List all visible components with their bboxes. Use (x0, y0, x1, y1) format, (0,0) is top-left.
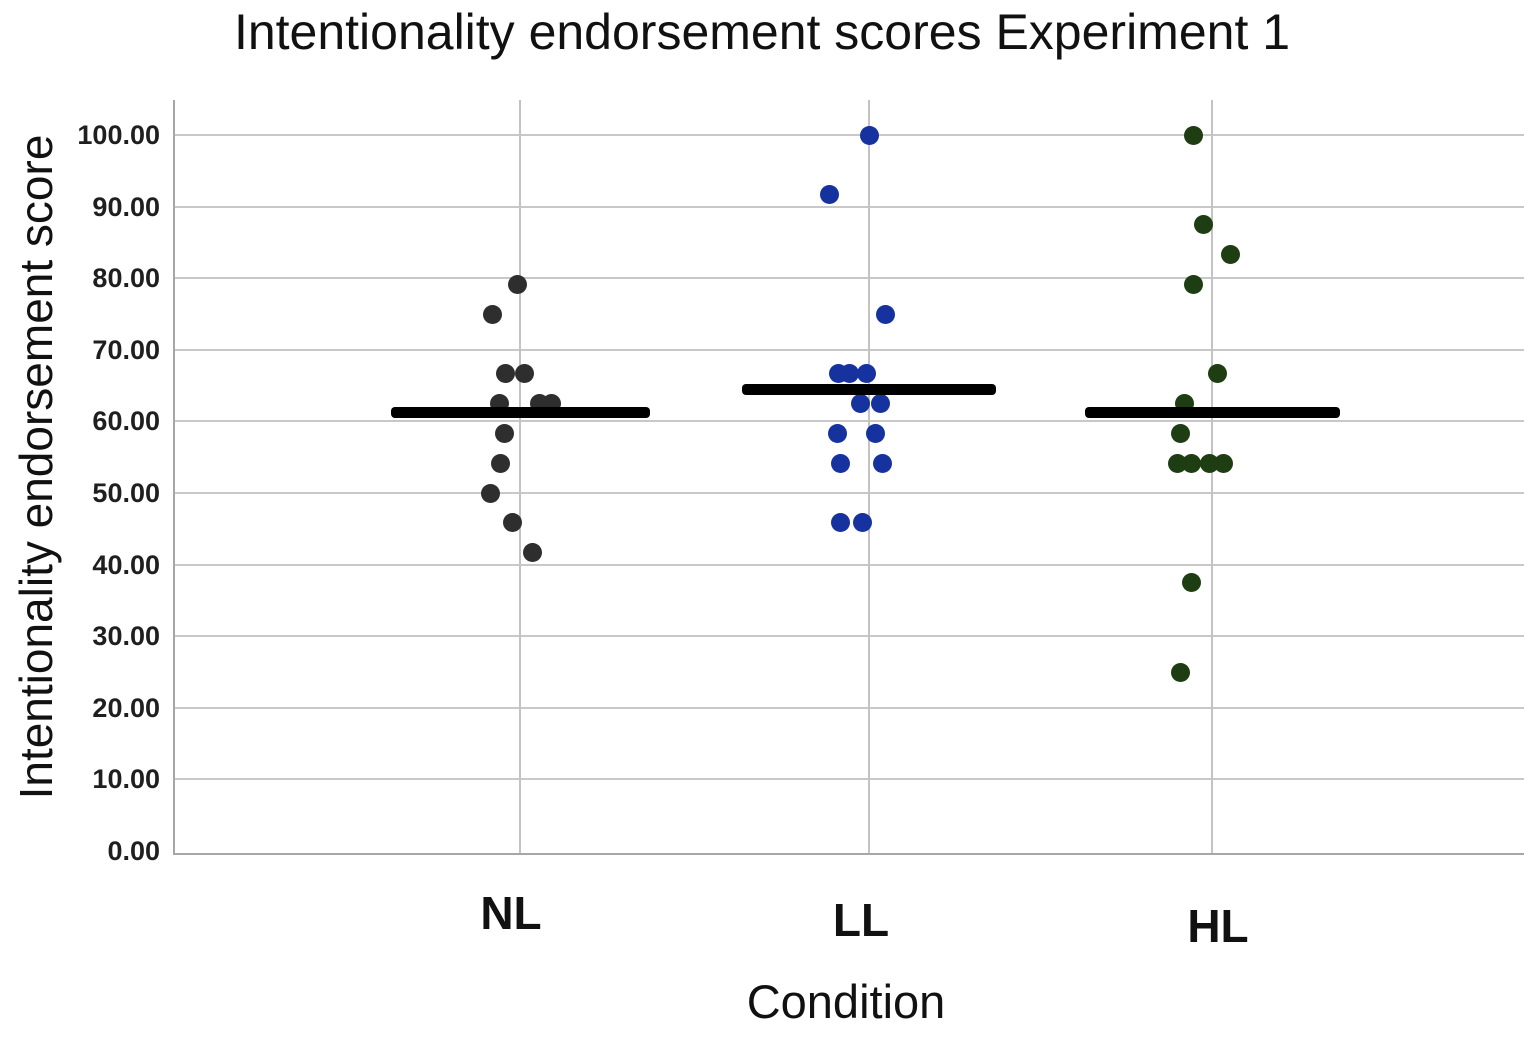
data-point-NL (507, 274, 527, 294)
category-line-LL (868, 100, 870, 853)
y-tick-label-0: 0.00 (107, 836, 160, 866)
x-tick-label-LL: LL (832, 894, 890, 946)
x-tick-label-HL: HL (1187, 900, 1249, 952)
plot-area (173, 100, 1524, 855)
gridline-y-90 (175, 205, 1524, 208)
data-point-LL (850, 394, 870, 413)
data-point-LL (872, 453, 892, 473)
data-point-HL (1220, 244, 1240, 264)
y-tick-label-30: 30.00 (92, 621, 160, 652)
mean-bar-HL (1084, 406, 1340, 418)
data-point-NL (494, 423, 514, 443)
data-point-LL (827, 423, 847, 443)
gridline-y-50 (175, 492, 1524, 494)
y-tick-label-80: 80.00 (92, 263, 160, 294)
gridline-y-60 (175, 420, 1524, 423)
mean-bar-NL (390, 407, 650, 419)
data-point-NL (502, 513, 522, 533)
x-tick-label-NL: NL (480, 887, 542, 939)
gridline-y-70 (175, 348, 1524, 351)
data-point-HL (1199, 453, 1219, 473)
y-tick-label-70: 70.00 (92, 334, 160, 365)
data-point-HL (1183, 125, 1203, 145)
data-point-HL (1193, 215, 1213, 234)
data-point-HL (1181, 453, 1201, 473)
data-point-HL (1170, 662, 1190, 682)
y-tick-label-10: 10.00 (92, 764, 160, 795)
data-point-LL (865, 423, 885, 443)
gridline-y-100 (175, 134, 1524, 136)
category-line-NL (519, 100, 521, 853)
category-line-HL (1211, 100, 1213, 853)
data-point-LL (819, 185, 839, 205)
data-point-HL (1170, 423, 1190, 443)
gridline-y-30 (175, 635, 1524, 638)
data-point-HL (1207, 364, 1227, 384)
data-point-NL (522, 543, 542, 563)
y-tick-label-60: 60.00 (92, 406, 160, 437)
y-tick-label-50: 50.00 (92, 478, 160, 508)
y-tick-label-90: 90.00 (92, 191, 160, 222)
data-point-HL (1167, 453, 1187, 473)
data-point-NL (495, 364, 515, 384)
data-point-LL (859, 125, 879, 145)
data-point-NL (514, 364, 534, 384)
gridline-y-10 (175, 778, 1524, 781)
gridline-y-40 (175, 563, 1524, 566)
data-point-NL (480, 483, 500, 503)
mean-bar-LL (742, 383, 996, 395)
data-point-HL (1183, 274, 1203, 294)
data-point-LL (830, 453, 850, 473)
y-tick-label-100: 100.00 (77, 120, 160, 150)
y-tick-label-20: 20.00 (92, 692, 160, 723)
data-point-HL (1213, 453, 1233, 473)
data-point-LL (830, 513, 850, 533)
data-point-LL (856, 364, 876, 384)
y-tick-label-40: 40.00 (92, 549, 160, 580)
data-point-HL (1181, 573, 1201, 592)
data-point-NL (490, 453, 510, 473)
data-point-LL (852, 513, 872, 533)
x-axis-title: Condition (746, 975, 946, 1028)
gridline-y-80 (175, 277, 1524, 280)
gridline-y-20 (175, 706, 1524, 709)
chart-title: Intentionality endorsement scores Experi… (233, 4, 1291, 60)
data-point-LL (839, 364, 859, 384)
data-point-LL (870, 394, 890, 413)
data-point-LL (875, 304, 895, 324)
data-point-NL (482, 304, 502, 324)
